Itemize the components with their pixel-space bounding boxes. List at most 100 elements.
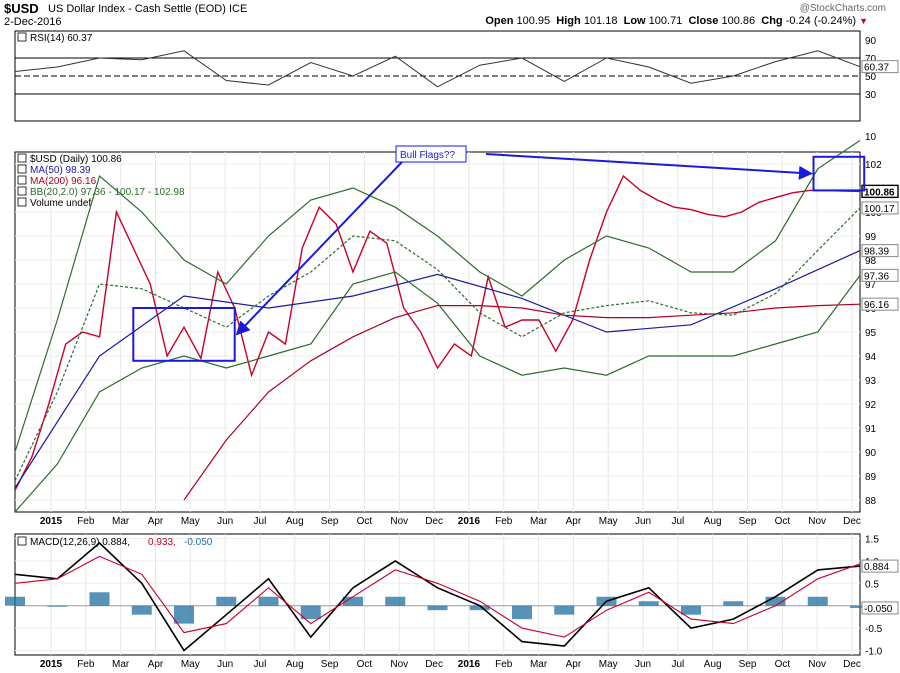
price-legend-checkbox	[17, 153, 27, 163]
price-legend-checkbox	[17, 175, 27, 185]
price-tag-box	[861, 244, 899, 258]
macd-histogram-bar	[554, 605, 575, 615]
macd-x-tick-label: Aug	[286, 659, 304, 670]
price-y-tick-label: 88	[865, 496, 877, 507]
macd-x-tick-label: Sep	[321, 659, 339, 670]
macd-legend-checkbox	[17, 536, 27, 546]
chg-value: -0.24 (-0.24%)	[785, 15, 857, 27]
rsi-y-tick-label: 70	[865, 54, 877, 65]
open-value: 100.95	[516, 15, 551, 27]
price-y-tick-label: 93	[865, 376, 877, 387]
macd-x-tick-label: Feb	[495, 659, 513, 670]
series-ma-50-	[14, 250, 861, 489]
price-x-tick-label: Oct	[775, 516, 791, 527]
macd-legend-entry: -0.050	[184, 537, 213, 548]
price-x-tick-label: Oct	[357, 516, 373, 527]
price-y-tick-label: 90	[865, 448, 877, 459]
series-ma-200-	[183, 303, 861, 501]
price-panel: 888990919293949596979899100101102$USD (D…	[14, 140, 899, 527]
price-tag: 97.36	[864, 271, 889, 282]
rsi-y-tick-label: 90	[865, 36, 877, 47]
price-legend-entry: $USD (Daily) 100.86	[30, 154, 122, 165]
price-x-tick-label: Aug	[704, 516, 722, 527]
rsi-last-value-tag-box	[861, 60, 899, 74]
price-y-tick-label: 99	[865, 232, 877, 243]
rsi-legend: RSI(14) 60.37	[30, 33, 93, 44]
macd-x-tick-label: 2015	[40, 659, 63, 670]
macd-histogram-bar	[427, 605, 448, 611]
macd-histogram-bar	[638, 601, 659, 606]
price-legend-entry: MA(50) 98.39	[30, 165, 91, 176]
macd-x-tick-label: 2016	[458, 659, 481, 670]
macd-y-tick-label: 1.5	[865, 534, 879, 545]
open-label: Open	[485, 15, 514, 27]
macd-histogram-bar	[258, 596, 279, 606]
low-label: Low	[623, 15, 646, 27]
callout-box	[395, 145, 467, 163]
macd-tag-box	[861, 559, 899, 573]
macd-x-tick-label: May	[599, 659, 618, 670]
macd-x-tick-label: Feb	[77, 659, 95, 670]
price-x-tick-label: Sep	[321, 516, 339, 527]
high-label: High	[556, 15, 581, 27]
macd-y-tick-label: 0.5	[865, 579, 879, 590]
price-x-tick-label: Apr	[566, 516, 582, 527]
price-x-tick-label: May	[181, 516, 200, 527]
price-x-tick-label: Feb	[77, 516, 95, 527]
price-legend-checkbox	[17, 164, 27, 174]
price-y-tick-label: 95	[865, 328, 877, 339]
macd-x-tick-label: Dec	[843, 659, 861, 670]
annotation-layer: Bull Flags??	[132, 145, 866, 362]
macd-x-tick-label: Nov	[808, 659, 826, 670]
chart-symbol: $USD	[4, 1, 39, 16]
macd-x-tick-label: May	[181, 659, 200, 670]
bull-flag-box	[812, 155, 866, 192]
macd-histogram-bar	[300, 605, 321, 620]
price-legend-entry: BB(20,2.0) 97.36 - 100.17 - 102.98	[30, 187, 185, 198]
price-x-tick-label: Feb	[495, 516, 513, 527]
price-legend-checkbox	[17, 197, 27, 207]
price-x-tick-label: Apr	[148, 516, 164, 527]
down-arrow-icon: ▼	[859, 16, 868, 26]
high-value: 101.18	[583, 15, 618, 27]
macd-x-tick-label: Apr	[148, 659, 164, 670]
price-x-tick-label: Aug	[286, 516, 304, 527]
macd-tag: 0.884	[864, 562, 889, 573]
price-legend-checkbox	[17, 186, 27, 196]
macd-histogram-bar	[5, 596, 25, 606]
macd-x-tick-label: Sep	[739, 659, 757, 670]
price-legend-entry: MA(200) 96.16	[30, 176, 97, 187]
macd-x-tick-label: Dec	[425, 659, 443, 670]
chg-label: Chg	[761, 15, 783, 27]
price-x-tick-label: Mar	[112, 516, 130, 527]
stockcharts-watermark: @StockCharts.com	[799, 3, 886, 14]
price-x-tick-label: Jun	[635, 516, 651, 527]
macd-legend-entry: MACD(12,26,9) 0.884,	[30, 537, 130, 548]
price-y-tick-label: 102	[865, 160, 882, 171]
price-x-tick-label: Jul	[254, 516, 267, 527]
series-bb-lower	[14, 271, 861, 513]
close-label: Close	[688, 15, 719, 27]
bull-flag-box	[132, 307, 236, 362]
price-x-tick-label: 2015	[40, 516, 63, 527]
macd-histogram-bar	[723, 601, 744, 606]
price-x-tick-label: Nov	[390, 516, 408, 527]
price-y-tick-label: 91	[865, 424, 877, 435]
macd-histogram-bar	[681, 605, 701, 615]
macd-histogram-bar	[89, 592, 110, 606]
macd-histogram-bar	[385, 596, 406, 606]
macd-histogram-bar	[512, 605, 532, 620]
ohlc-readout: Open 100.95 High 101.18 Low 100.71 Close…	[485, 15, 868, 27]
macd-x-tick-label: Jun	[635, 659, 651, 670]
macd-x-tick-label: Jul	[671, 659, 684, 670]
price-y-tick-label: 97	[865, 280, 877, 291]
macd-x-tick-label: Aug	[704, 659, 722, 670]
macd-tag: -0.050	[864, 604, 893, 615]
macd-x-tick-label: Nov	[390, 659, 408, 670]
rsi-line	[14, 50, 861, 88]
macd-series-signal	[14, 555, 861, 638]
macd-legend-entry: 0.933,	[148, 537, 176, 548]
close-value: 100.86	[721, 15, 756, 27]
macd-y-tick-label: -1.0	[865, 647, 883, 658]
